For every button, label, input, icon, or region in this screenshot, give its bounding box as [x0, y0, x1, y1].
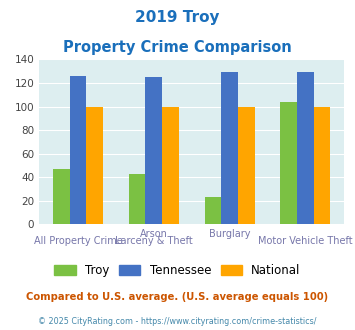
Bar [238, 107, 255, 224]
Text: Compared to U.S. average. (U.S. average equals 100): Compared to U.S. average. (U.S. average … [26, 292, 329, 302]
Bar [129, 174, 146, 224]
Legend: Troy, Tennessee, National: Troy, Tennessee, National [49, 258, 306, 283]
Text: Property Crime Comparison: Property Crime Comparison [63, 40, 292, 54]
Text: © 2025 CityRating.com - https://www.cityrating.com/crime-statistics/: © 2025 CityRating.com - https://www.city… [38, 317, 317, 326]
Text: All Property Crime: All Property Crime [34, 236, 122, 246]
Bar [297, 72, 314, 224]
Bar [314, 107, 331, 224]
Bar [53, 169, 70, 224]
Bar [162, 107, 179, 224]
Text: Larceny & Theft: Larceny & Theft [115, 236, 193, 246]
Bar [70, 76, 86, 224]
Text: Burglary: Burglary [209, 229, 250, 239]
Text: Motor Vehicle Theft: Motor Vehicle Theft [258, 236, 353, 246]
Bar [86, 107, 103, 224]
Text: 2019 Troy: 2019 Troy [135, 10, 220, 25]
Bar [204, 197, 221, 224]
Text: Arson: Arson [140, 229, 168, 239]
Bar [280, 102, 297, 224]
Bar [221, 72, 238, 224]
Bar [146, 77, 162, 224]
